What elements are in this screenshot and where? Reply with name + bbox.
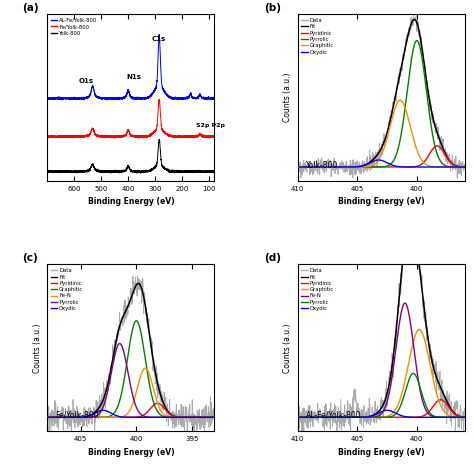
Text: Fe/Yolk-800: Fe/Yolk-800 — [56, 411, 99, 420]
Text: N1s: N1s — [127, 74, 142, 81]
Y-axis label: Counts (a.u.): Counts (a.u.) — [33, 323, 42, 373]
Text: (c): (c) — [22, 253, 38, 263]
Legend: Data, Fit, Pyridinic, Graphitic, Fe-N, Pyrrolic, Oxydic: Data, Fit, Pyridinic, Graphitic, Fe-N, P… — [50, 267, 84, 312]
Legend: AL-Fe/Yolk-800, Fe/Yolk-800, Yolk-800: AL-Fe/Yolk-800, Fe/Yolk-800, Yolk-800 — [50, 17, 98, 36]
X-axis label: Binding Energy (eV): Binding Energy (eV) — [88, 448, 174, 457]
Text: Yolk-800: Yolk-800 — [306, 161, 338, 170]
Text: C1s: C1s — [152, 36, 166, 42]
Y-axis label: Counts (a.u.): Counts (a.u.) — [283, 323, 292, 373]
Text: (b): (b) — [264, 3, 281, 13]
X-axis label: Binding Energy (eV): Binding Energy (eV) — [88, 198, 174, 207]
X-axis label: Binding Energy (eV): Binding Energy (eV) — [338, 198, 424, 207]
Legend: Data, Fit, Pyridinic, Graphitic, Fe-N, Pyrrolic, Oxydic: Data, Fit, Pyridinic, Graphitic, Fe-N, P… — [301, 267, 335, 312]
Text: O1s: O1s — [79, 78, 94, 83]
Legend: Data, Fit, Pyridinic, Pyrrolic, Graphitic, Oxydic: Data, Fit, Pyridinic, Pyrrolic, Graphiti… — [301, 17, 335, 55]
X-axis label: Binding Energy (eV): Binding Energy (eV) — [338, 448, 424, 457]
Y-axis label: Counts (a.u.): Counts (a.u.) — [283, 73, 292, 122]
Text: S2p P2p: S2p P2p — [196, 123, 225, 128]
Text: AL-Fe/Yolk-800: AL-Fe/Yolk-800 — [306, 411, 362, 420]
Text: (a): (a) — [22, 3, 39, 13]
Text: (d): (d) — [264, 253, 281, 263]
